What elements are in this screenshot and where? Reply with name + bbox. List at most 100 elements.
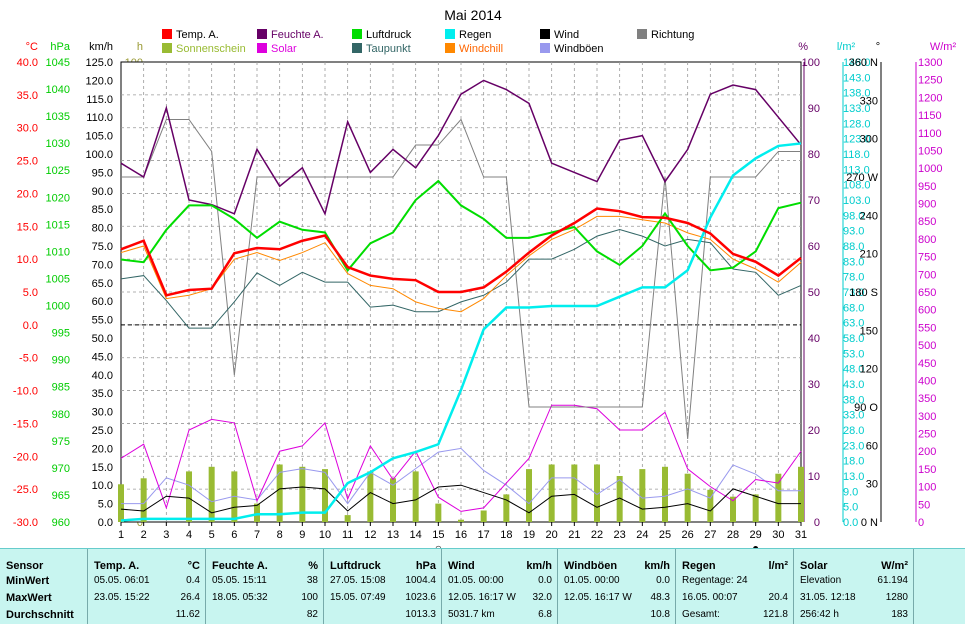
- stats-header-unit: km/h: [526, 560, 552, 572]
- left-axis-tick-label: 50.0: [92, 333, 113, 345]
- stats-header: Regen: [682, 560, 716, 572]
- left-axis-tick-label: -15.0: [13, 418, 38, 430]
- right-axis-tick-label: 100: [802, 57, 820, 69]
- chart-title: Mai 2014: [444, 7, 502, 23]
- legend-label: Regen: [459, 29, 491, 41]
- stats-value: 48.3: [650, 592, 670, 603]
- legend-swatch: [257, 29, 267, 39]
- series-feuchte-a-line: [120, 79, 802, 216]
- stats-header: Feuchte A.: [212, 560, 268, 572]
- left-axis-tick-label: 115.0: [86, 94, 113, 106]
- left-axis-tick-label: 40.0: [92, 370, 113, 382]
- left-axis-tick-label: 80.0: [92, 223, 113, 235]
- legend-label: Wind: [554, 29, 579, 41]
- legend-swatch: [540, 29, 550, 39]
- right-axis-tick-label: 118.0: [843, 149, 870, 161]
- x-tick-label: 31: [795, 529, 807, 541]
- legend-label: Richtung: [651, 29, 694, 41]
- left-axis-tick-label: 100.0: [85, 149, 113, 161]
- stats-value-label: 5031.7 km: [448, 609, 495, 620]
- x-tick-label: 8: [277, 529, 283, 541]
- x-tick-label: 21: [568, 529, 580, 541]
- stats-header: Solar: [800, 560, 828, 572]
- x-tick-label: 11: [342, 529, 353, 541]
- left-axis-tick-label: 125.0: [85, 57, 113, 69]
- left-axis-tick-label: 55.0: [92, 315, 113, 327]
- left-axis-tick-label: 95.0: [92, 167, 113, 179]
- left-axis-tick-label: -20.0: [13, 451, 38, 463]
- right-axis-tick-label: 0 N: [861, 517, 878, 529]
- left-axis-tick-label: -30.0: [13, 517, 38, 529]
- left-axis-tick-label: 120.0: [85, 75, 113, 87]
- left-axis-tick-label: 25.0: [17, 156, 38, 168]
- legend-label: Solar: [271, 43, 297, 55]
- sunshine-bar: [390, 478, 396, 522]
- series-solar-line: [120, 404, 802, 512]
- stats-header-unit: km/h: [644, 560, 670, 572]
- legend-label: Sonnenschein: [176, 43, 246, 55]
- right-axis-tick-label: 40: [808, 333, 820, 345]
- sunshine-bar: [344, 515, 351, 522]
- right-axis-tick-label: 143.0: [843, 72, 871, 84]
- right-axis-tick-label: 98.0: [843, 210, 864, 222]
- right-axis-tick-label: 150: [918, 464, 936, 476]
- sunshine-bar: [526, 469, 532, 522]
- x-tick-label: 25: [659, 529, 671, 541]
- x-tick-label: 17: [478, 529, 490, 541]
- right-axis-tick-label: 13.0: [843, 471, 864, 483]
- legend-swatch: [352, 43, 362, 53]
- x-tick-label: 26: [682, 529, 694, 541]
- left-axis-unit: hPa: [50, 41, 70, 53]
- right-axis-unit: %: [798, 41, 808, 53]
- x-tick-label: 12: [364, 529, 376, 541]
- sunshine-bar: [775, 473, 782, 522]
- right-axis-tick-label: 148.0: [843, 57, 871, 69]
- series-windchill-line: [120, 215, 802, 313]
- sunshine-bar: [730, 496, 736, 522]
- right-axis-tick-label: 78.0: [843, 272, 864, 284]
- right-axis-tick-label: 123.0: [843, 134, 871, 146]
- right-axis-tick-label: 138.0: [843, 88, 871, 100]
- sunshine-bar: [594, 464, 600, 522]
- right-axis-tick-label: 90 O: [854, 402, 878, 414]
- left-axis-tick-label: 1040: [46, 84, 70, 96]
- right-axis-tick-label: 23.0: [843, 440, 864, 452]
- stats-value-label: 31.05. 12:18: [800, 592, 856, 603]
- right-axis-tick-label: 850: [918, 216, 936, 228]
- left-axis-tick-label: 1000: [46, 301, 70, 313]
- stats-column: [324, 549, 442, 624]
- stats-value: 0.0: [538, 575, 552, 586]
- right-axis-tick-label: 0: [918, 517, 924, 529]
- sunshine-bar: [548, 464, 555, 522]
- legend-swatch: [162, 43, 172, 53]
- right-axis-tick-label: 210: [860, 249, 878, 261]
- x-tick-label: 23: [614, 529, 626, 541]
- stats-column: [676, 549, 794, 624]
- stats-column: [442, 549, 558, 624]
- stats-header: Sensor: [6, 560, 44, 572]
- right-axis-tick-label: 250: [918, 429, 936, 441]
- series-regen-line: [120, 142, 802, 522]
- right-axis-tick-label: 50: [918, 499, 930, 511]
- stats-value-label: 12.05. 16:17 W: [564, 592, 632, 603]
- left-axis-tick-label: 1030: [46, 138, 70, 150]
- series-taupunkt-line: [120, 229, 802, 329]
- sunshine-bar: [684, 473, 691, 522]
- legend-swatch: [445, 29, 455, 39]
- sunshine-bar: [186, 471, 192, 522]
- right-axis-tick-label: 133.0: [843, 103, 871, 115]
- stats-row-label: MinWert: [6, 575, 50, 587]
- sunshine-bar: [412, 471, 419, 522]
- stats-value: 121.8: [762, 609, 788, 620]
- x-tick-label: 27: [704, 529, 716, 541]
- left-axis-tick-label: 20.0: [17, 188, 38, 200]
- stats-column: [206, 549, 324, 624]
- sunshine-bar: [458, 519, 464, 522]
- left-axis-tick-label: 85.0: [92, 204, 113, 216]
- right-axis-tick-label: 1250: [918, 75, 942, 87]
- right-axis-tick-label: 53.0: [843, 348, 864, 360]
- left-axis-tick-label: 5.0: [23, 287, 38, 299]
- right-axis-tick-label: 9.0: [843, 486, 858, 498]
- series-temp-a-line: [120, 207, 802, 297]
- right-axis-tick-label: 83.0: [843, 256, 864, 268]
